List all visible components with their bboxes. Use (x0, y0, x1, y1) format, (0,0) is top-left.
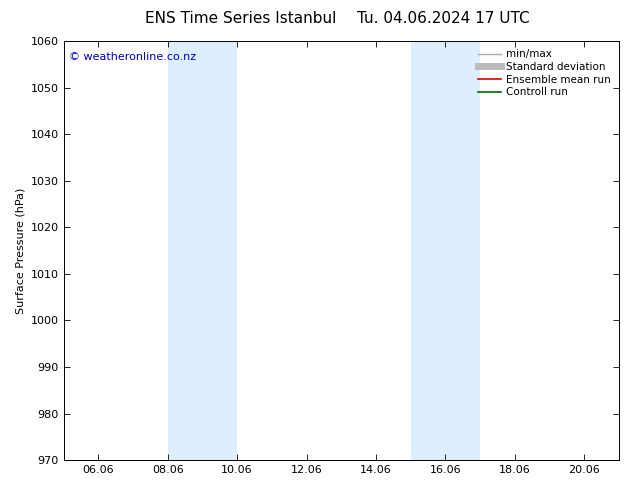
Text: ENS Time Series Istanbul: ENS Time Series Istanbul (145, 11, 337, 26)
Text: Tu. 04.06.2024 17 UTC: Tu. 04.06.2024 17 UTC (358, 11, 530, 26)
Text: © weatheronline.co.nz: © weatheronline.co.nz (69, 51, 196, 62)
Bar (411, 41, 480, 460)
Bar (167, 41, 237, 460)
Legend: min/max, Standard deviation, Ensemble mean run, Controll run: min/max, Standard deviation, Ensemble me… (475, 46, 614, 100)
Y-axis label: Surface Pressure (hPa): Surface Pressure (hPa) (15, 187, 25, 314)
